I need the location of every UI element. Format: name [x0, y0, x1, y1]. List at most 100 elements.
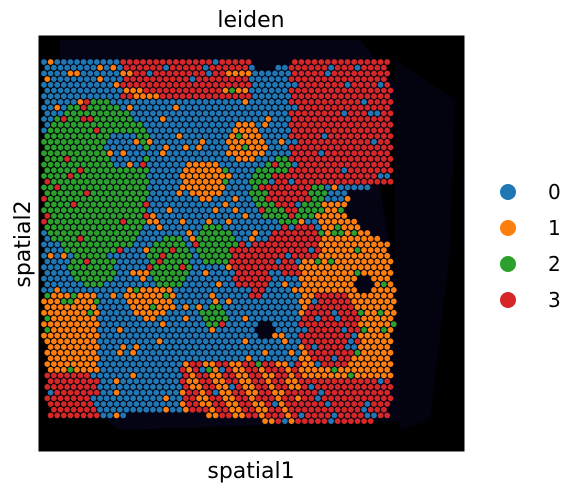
scatter-spot	[80, 332, 87, 339]
scatter-spot	[367, 87, 374, 94]
scatter-spot	[113, 184, 120, 191]
scatter-spot	[354, 327, 361, 333]
scatter-spot	[173, 241, 179, 248]
scatter-spot	[377, 287, 384, 293]
scatter-spot	[371, 104, 377, 111]
scatter-spot	[123, 190, 130, 197]
scatter-spot	[100, 389, 107, 396]
scatter-spot	[354, 167, 361, 174]
scatter-spot	[305, 81, 311, 88]
scatter-spot	[166, 378, 173, 385]
scatter-spot	[173, 218, 179, 225]
scatter-spot	[268, 190, 275, 197]
scatter-spot	[387, 349, 394, 356]
scatter-spot	[146, 389, 153, 396]
scatter-spot	[150, 338, 156, 345]
scatter-spot	[255, 315, 262, 322]
scatter-spot	[120, 138, 127, 145]
scatter-spot	[331, 355, 338, 362]
scatter-spot	[140, 321, 146, 328]
scatter-spot	[54, 127, 61, 134]
scatter-spot	[341, 213, 348, 219]
scatter-spot	[189, 395, 196, 402]
scatter-spot	[361, 315, 367, 322]
scatter-spot	[308, 361, 315, 367]
scatter-spot	[100, 184, 107, 191]
scatter-spot	[163, 292, 170, 299]
scatter-spot	[47, 116, 54, 122]
scatter-spot	[80, 184, 87, 191]
scatter-spot	[374, 349, 381, 356]
scatter-spot	[338, 116, 344, 122]
scatter-spot	[331, 366, 338, 373]
scatter-spot	[156, 76, 163, 82]
scatter-spot	[348, 406, 354, 413]
scatter-spot	[212, 412, 219, 419]
scatter-spot	[103, 190, 110, 197]
scatter-spot	[285, 287, 292, 293]
scatter-spot	[166, 116, 173, 122]
scatter-spot	[47, 195, 54, 202]
scatter-spot	[77, 327, 84, 333]
scatter-spot	[324, 344, 331, 350]
scatter-spot	[341, 281, 348, 288]
scatter-spot	[348, 99, 354, 105]
scatter-spot	[166, 195, 173, 202]
scatter-spot	[255, 292, 262, 299]
scatter-spot	[166, 161, 173, 168]
scatter-spot	[179, 173, 186, 179]
scatter-spot	[199, 104, 206, 111]
scatter-spot	[183, 315, 189, 322]
scatter-spot	[143, 292, 150, 299]
scatter-spot	[156, 361, 163, 367]
scatter-spot	[136, 76, 143, 82]
scatter-spot	[133, 70, 140, 77]
scatter-spot	[202, 349, 209, 356]
scatter-spot	[179, 241, 186, 248]
scatter-spot	[159, 195, 166, 202]
scatter-spot	[315, 349, 321, 356]
scatter-spot	[130, 384, 137, 390]
scatter-spot	[41, 104, 47, 111]
scatter-spot	[262, 315, 268, 322]
scatter-spot	[74, 309, 80, 316]
scatter-spot	[107, 389, 113, 396]
scatter-spot	[272, 207, 278, 214]
scatter-spot	[225, 309, 232, 316]
scatter-spot	[110, 224, 117, 231]
scatter-spot	[377, 81, 384, 88]
scatter-spot	[252, 81, 259, 88]
scatter-spot	[100, 344, 107, 350]
scatter-spot	[354, 384, 361, 390]
scatter-spot	[258, 389, 265, 396]
scatter-spot	[209, 167, 216, 174]
scatter-spot	[301, 349, 308, 356]
scatter-spot	[268, 304, 275, 310]
scatter-spot	[315, 384, 321, 390]
scatter-spot	[126, 378, 133, 385]
scatter-spot	[60, 104, 67, 111]
scatter-spot	[126, 298, 133, 305]
scatter-spot	[315, 110, 321, 117]
scatter-spot	[262, 144, 268, 151]
scatter-spot	[381, 292, 387, 299]
scatter-spot	[245, 332, 252, 339]
scatter-spot	[202, 361, 209, 367]
scatter-spot	[249, 384, 255, 390]
scatter-spot	[77, 121, 84, 128]
scatter-spot	[239, 218, 245, 225]
scatter-spot	[126, 116, 133, 122]
scatter-spot	[57, 213, 64, 219]
scatter-spot	[70, 64, 77, 71]
scatter-spot	[54, 173, 61, 179]
scatter-spot	[146, 104, 153, 111]
scatter-spot	[199, 230, 206, 236]
scatter-spot	[288, 224, 295, 231]
scatter-spot	[126, 389, 133, 396]
scatter-spot	[239, 138, 245, 145]
legend-label-3: 3	[548, 288, 561, 312]
scatter-spot	[225, 93, 232, 100]
scatter-spot	[341, 144, 348, 151]
scatter-spot	[206, 344, 212, 350]
scatter-spot	[153, 138, 160, 145]
